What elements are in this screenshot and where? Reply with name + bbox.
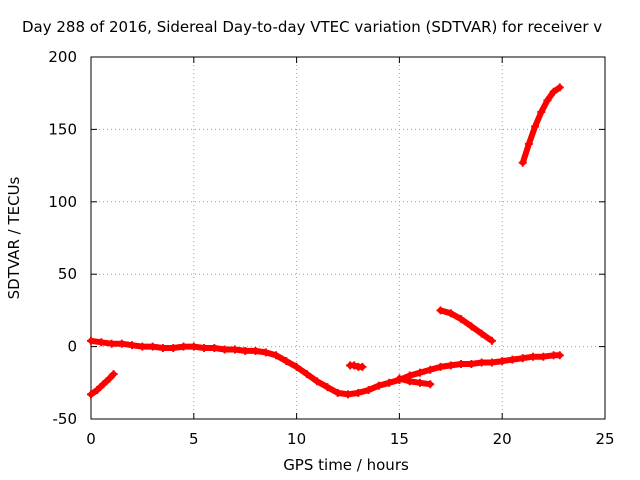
y-tick-label: 150 bbox=[48, 120, 77, 138]
data-point bbox=[477, 329, 486, 338]
data-point bbox=[385, 378, 394, 387]
data-point bbox=[87, 336, 95, 345]
data-point bbox=[467, 359, 476, 368]
chart-title: Day 288 of 2016, Sidereal Day-to-day VTE… bbox=[22, 18, 602, 36]
data-point bbox=[436, 362, 445, 371]
data-point bbox=[158, 344, 167, 353]
data-point bbox=[344, 390, 352, 399]
data-point bbox=[292, 362, 301, 371]
data-point bbox=[107, 339, 116, 348]
data-point bbox=[549, 87, 558, 96]
data-point bbox=[354, 388, 363, 397]
data-point bbox=[415, 368, 424, 377]
data-point bbox=[117, 339, 126, 348]
data-point bbox=[446, 309, 455, 318]
data-point bbox=[105, 374, 114, 383]
data-point bbox=[350, 361, 359, 370]
data-point bbox=[537, 108, 546, 117]
y-tick-label: 0 bbox=[67, 338, 77, 356]
x-axis-ticks: 0 5 10 15 20 25 bbox=[86, 57, 615, 448]
data-point bbox=[539, 352, 548, 361]
data-point bbox=[241, 346, 250, 355]
data-point bbox=[518, 158, 527, 167]
data-point bbox=[446, 361, 455, 370]
data-point bbox=[333, 388, 342, 397]
series-group bbox=[87, 336, 564, 399]
data-point bbox=[97, 338, 106, 347]
data-point bbox=[138, 342, 147, 351]
series-group bbox=[436, 306, 496, 345]
data-point bbox=[467, 322, 476, 331]
data-point bbox=[405, 377, 414, 386]
data-series bbox=[87, 83, 564, 399]
data-point bbox=[436, 306, 445, 315]
data-point bbox=[555, 351, 564, 360]
data-point bbox=[93, 386, 102, 395]
y-tick-label: 50 bbox=[58, 265, 77, 283]
data-point bbox=[230, 345, 239, 354]
y-axis-label: SDTVAR / TECUs bbox=[5, 176, 23, 299]
x-tick-label: 10 bbox=[287, 430, 306, 448]
series-line bbox=[437, 307, 495, 344]
data-point bbox=[555, 83, 564, 92]
data-point bbox=[323, 383, 332, 392]
x-tick-label: 5 bbox=[189, 430, 199, 448]
data-point bbox=[487, 358, 496, 367]
series-group bbox=[395, 374, 435, 389]
data-point bbox=[426, 365, 435, 374]
data-point bbox=[210, 344, 219, 353]
data-point bbox=[374, 381, 383, 390]
data-point bbox=[364, 386, 373, 395]
data-point bbox=[87, 390, 95, 399]
data-point bbox=[487, 336, 496, 345]
data-point bbox=[426, 380, 435, 389]
data-point bbox=[531, 122, 540, 131]
data-point bbox=[99, 380, 108, 389]
data-point bbox=[128, 341, 137, 350]
data-point bbox=[220, 345, 229, 354]
data-point bbox=[272, 351, 281, 360]
data-point bbox=[518, 354, 527, 363]
data-point bbox=[282, 357, 291, 366]
data-point bbox=[179, 342, 188, 351]
data-point bbox=[524, 139, 533, 148]
series-line bbox=[396, 375, 434, 388]
y-tick-label: -50 bbox=[53, 410, 78, 428]
y-tick-label: 200 bbox=[48, 48, 77, 66]
x-tick-label: 20 bbox=[493, 430, 512, 448]
series-line bbox=[519, 84, 563, 166]
data-point bbox=[189, 342, 198, 351]
data-point bbox=[358, 362, 367, 371]
y-axis-ticks: -50 0 50 100 150 200 bbox=[48, 48, 605, 428]
data-point bbox=[251, 346, 260, 355]
data-point bbox=[200, 344, 209, 353]
data-point bbox=[457, 359, 466, 368]
data-point bbox=[529, 352, 538, 361]
x-tick-label: 15 bbox=[390, 430, 409, 448]
data-point bbox=[543, 96, 552, 105]
data-point bbox=[169, 344, 178, 353]
data-point bbox=[109, 370, 118, 379]
x-axis-label: GPS time / hours bbox=[283, 456, 409, 474]
grid-lines bbox=[91, 57, 605, 419]
data-point bbox=[313, 377, 322, 386]
data-point bbox=[415, 378, 424, 387]
data-point bbox=[508, 355, 517, 364]
data-point bbox=[498, 357, 507, 366]
data-point bbox=[395, 374, 404, 383]
data-point bbox=[261, 348, 270, 357]
plot-frame bbox=[90, 56, 606, 420]
series-group bbox=[87, 370, 118, 399]
series-group bbox=[518, 83, 564, 167]
data-point bbox=[457, 315, 466, 324]
y-tick-label: 100 bbox=[48, 193, 77, 211]
series-group bbox=[346, 361, 367, 371]
data-point bbox=[477, 358, 486, 367]
data-point bbox=[148, 342, 157, 351]
x-tick-label: 0 bbox=[86, 430, 96, 448]
x-tick-label: 25 bbox=[595, 430, 614, 448]
data-point bbox=[302, 370, 311, 379]
